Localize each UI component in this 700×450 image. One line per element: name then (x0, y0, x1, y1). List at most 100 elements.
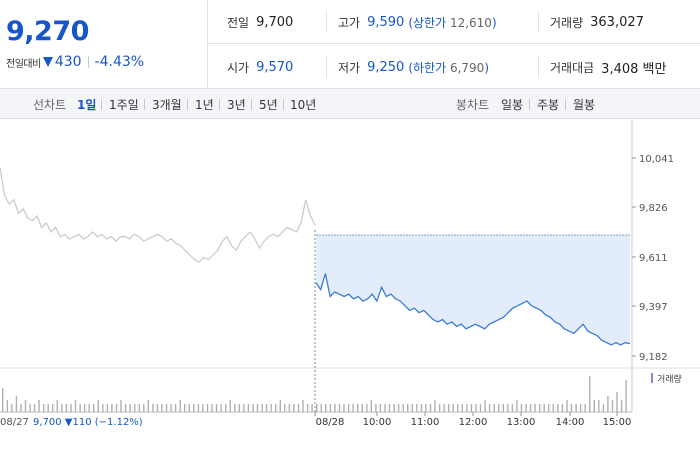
divider (101, 99, 102, 110)
volume-bar (147, 400, 149, 412)
volume-bar (161, 404, 163, 412)
divider (251, 99, 252, 110)
monthly-candle-tab[interactable]: 월봉 (573, 98, 596, 112)
volume-bar (443, 404, 445, 412)
divider (87, 56, 89, 68)
volume-bar (470, 404, 473, 412)
volume-legend-mark (651, 373, 653, 383)
lower-limit-value: 6,790 (449, 60, 485, 75)
volume-bar (598, 400, 600, 412)
today-price-line (315, 273, 631, 346)
volume-bar (379, 404, 382, 412)
volume-bar (616, 392, 618, 412)
volume-bar (115, 404, 118, 412)
volume-bar (466, 404, 468, 412)
change-row: 전일대비 430 -4.43% (6, 54, 144, 70)
volume-bar (529, 404, 532, 412)
period-1d-tab[interactable]: 1일 (77, 98, 97, 112)
time-label: 15:00 (603, 417, 632, 428)
volume-bar (402, 404, 404, 412)
volume-bar (279, 400, 281, 412)
period-10y-tab[interactable]: 10년 (290, 98, 317, 112)
volume-bar (602, 404, 605, 412)
volume-bar (215, 404, 218, 412)
volume-bar (507, 404, 509, 412)
period-3y-tab[interactable]: 3년 (227, 98, 246, 112)
volume-bar (225, 404, 227, 412)
volume-bar (557, 404, 559, 412)
volume-bar (15, 396, 18, 412)
volume-label: 거래량 (550, 15, 584, 30)
volume-bars (2, 376, 627, 412)
volume-bar (97, 400, 99, 412)
open-label: 시가 (227, 60, 250, 75)
volume-bar (461, 404, 463, 412)
change-value: 430 (54, 54, 82, 70)
volume-bar (416, 404, 418, 412)
volume-bar (184, 404, 186, 412)
time-label: 10:00 (363, 417, 392, 428)
low-value: 9,250 (367, 59, 405, 75)
volume-bar (284, 404, 286, 412)
volume-bar (593, 400, 595, 412)
volume-bar (566, 400, 568, 412)
volume-bar (347, 404, 350, 412)
y-tick-label: 9,397 (639, 302, 668, 313)
volume-bar (156, 404, 159, 412)
volume-bar (498, 404, 500, 412)
volume-bar (2, 388, 4, 412)
daily-candle-tab[interactable]: 일봉 (501, 98, 524, 112)
weekly-candle-tab[interactable]: 주봉 (537, 98, 560, 112)
volume-bar (293, 404, 295, 412)
volume-bar (370, 400, 372, 412)
divider (187, 99, 188, 110)
quote-stats: 전일 9,700 고가 9,590 (상한가 12,610) 거래량 363,0… (208, 0, 700, 89)
volume-bar (620, 400, 623, 412)
volume-bar (520, 404, 523, 412)
period-3m-tab[interactable]: 3개월 (152, 98, 182, 112)
volume-bar (343, 404, 345, 412)
volume-bar (211, 404, 213, 412)
volume-bar (165, 404, 168, 412)
prev-close-cell: 전일 9,700 (227, 0, 293, 44)
divider (283, 99, 284, 110)
volume-bar (6, 400, 8, 412)
volume-bar (429, 404, 432, 412)
volume-bar (43, 404, 45, 412)
high-cell: 고가 9,590 (상한가 12,610) (338, 0, 497, 44)
prev-close-value: 9,700 (256, 14, 294, 30)
volume-cell: 거래량 363,027 (550, 0, 644, 44)
volume-bar (88, 404, 90, 412)
period-1w-tab[interactable]: 1주일 (109, 98, 139, 112)
volume-bar (202, 404, 204, 412)
volume-bar (534, 404, 536, 412)
volume-bar (275, 404, 277, 412)
volume-bar (493, 404, 495, 412)
volume-bar (252, 404, 254, 412)
open-cell: 시가 9,570 (227, 45, 293, 89)
price-box: 9,270 전일대비 430 -4.43% (0, 0, 208, 89)
volume-bar (575, 404, 577, 412)
volume-bar (375, 404, 377, 412)
chart-series (0, 167, 631, 346)
price-chart: 10,041 9,826 9,611 9,397 9,182 거래량 08/28 10:00 1… (0, 120, 700, 450)
current-price: 9,270 (6, 16, 89, 47)
volume-bar (83, 404, 86, 412)
volume-bar (393, 404, 395, 412)
volume-bar (411, 404, 413, 412)
time-label: 08/28 (316, 417, 345, 428)
volume-bar (338, 404, 341, 412)
volume-bar (256, 404, 259, 412)
volume-bar (407, 404, 409, 412)
divider (144, 99, 145, 110)
amount-value: 3,408 백만 (601, 61, 667, 77)
volume-bar (229, 400, 231, 412)
divider (326, 56, 327, 78)
period-1y-tab[interactable]: 1년 (195, 98, 214, 112)
upper-limit-value: 12,610 (449, 15, 492, 30)
volume-bar (238, 404, 240, 412)
period-5y-tab[interactable]: 5년 (259, 98, 278, 112)
volume-bar (361, 404, 363, 412)
volume-bar (134, 404, 136, 412)
volume-bar (170, 404, 172, 412)
